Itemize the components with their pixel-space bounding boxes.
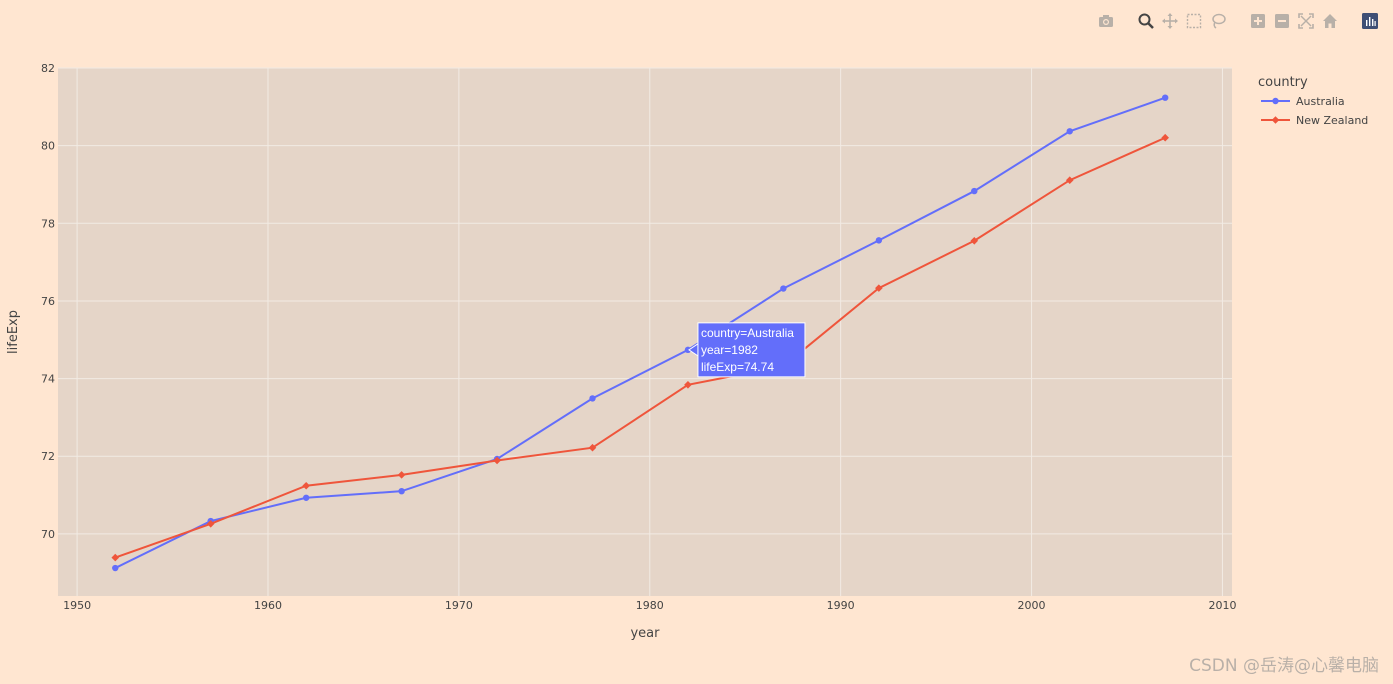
legend-label-new-zealand: New Zealand (1296, 114, 1368, 127)
camera-icon[interactable] (1097, 12, 1115, 30)
data-point-new-zealand (1065, 176, 1074, 184)
data-point-new-zealand (875, 284, 883, 292)
series-australia (112, 94, 1169, 572)
x-tick-label: 1960 (254, 599, 282, 612)
gridlines (58, 67, 1232, 596)
series-line-new-zealand (114, 136, 1166, 559)
y-tick-label: 82 (41, 62, 55, 75)
y-tick-label: 70 (41, 528, 55, 541)
y-tick-label: 80 (41, 140, 55, 153)
data-point-australia (1066, 128, 1073, 135)
x-tick-label: 1990 (827, 599, 855, 612)
y-tick-label: 78 (41, 217, 55, 230)
zoom-out-icon[interactable] (1273, 12, 1291, 30)
data-point-new-zealand (588, 443, 597, 452)
data-point-new-zealand (684, 381, 692, 389)
data-point-australia (398, 487, 405, 495)
x-tick-label: 1950 (63, 599, 91, 612)
y-tick-labels: 70 72 74 76 78 80 82 (41, 62, 55, 541)
data-point-australia (971, 187, 978, 195)
data-point-new-zealand (1161, 133, 1169, 142)
data-point-new-zealand (493, 456, 501, 465)
hover-text-line: country=Australia (701, 326, 794, 340)
box-select-icon[interactable] (1185, 12, 1203, 30)
reset-axes-icon[interactable] (1321, 12, 1339, 30)
y-tick-label: 74 (41, 373, 55, 386)
modebar (1097, 12, 1379, 30)
data-point-new-zealand (206, 519, 215, 528)
y-axis-title: lifeExp (6, 310, 21, 354)
zoom-icon[interactable] (1137, 12, 1155, 30)
x-tick-label: 1970 (445, 599, 473, 612)
x-tick-label: 1980 (636, 599, 664, 612)
series-line-australia (114, 96, 1166, 569)
x-tick-label: 2000 (1018, 599, 1046, 612)
watermark: CSDN @岳涛@心馨电脑 (1189, 656, 1379, 676)
hover-tooltip: country=Australia year=1982 lifeExp=74.74 (688, 322, 806, 378)
zoom-in-icon[interactable] (1249, 12, 1267, 30)
data-point-australia (302, 494, 310, 501)
data-point-australia (1161, 94, 1169, 101)
legend: country Australia New Zealand (1258, 75, 1368, 127)
data-point-australia (875, 237, 883, 244)
y-tick-label: 76 (41, 295, 55, 308)
autoscale-icon[interactable] (1297, 12, 1315, 30)
x-tick-labels: 1950 1960 1970 1980 1990 2000 2010 (63, 599, 1236, 612)
x-tick-label: 2010 (1208, 599, 1236, 612)
y-tick-label: 72 (41, 450, 55, 463)
data-point-australia (112, 564, 119, 572)
data-point-australia (684, 346, 692, 354)
hover-box (697, 322, 806, 378)
data-point-new-zealand (111, 553, 120, 562)
x-axis-title: year (630, 626, 660, 641)
data-point-australia (780, 285, 787, 292)
pan-icon[interactable] (1161, 12, 1179, 30)
data-point-new-zealand (397, 471, 406, 479)
data-point-australia (589, 395, 596, 402)
hover-text-line: year=1982 (701, 343, 758, 357)
plotly-logo-icon[interactable] (1361, 12, 1379, 30)
data-point-new-zealand (970, 236, 979, 245)
lasso-icon[interactable] (1209, 12, 1227, 30)
legend-marker-australia (1272, 97, 1279, 105)
series-group (111, 94, 1169, 572)
plot-area (58, 68, 1232, 596)
hover-text-line: lifeExp=74.74 (701, 360, 774, 374)
legend-label-australia: Australia (1296, 95, 1345, 108)
data-point-new-zealand (302, 481, 310, 490)
legend-marker-new-zealand (1271, 116, 1280, 124)
legend-title: country (1258, 75, 1308, 90)
